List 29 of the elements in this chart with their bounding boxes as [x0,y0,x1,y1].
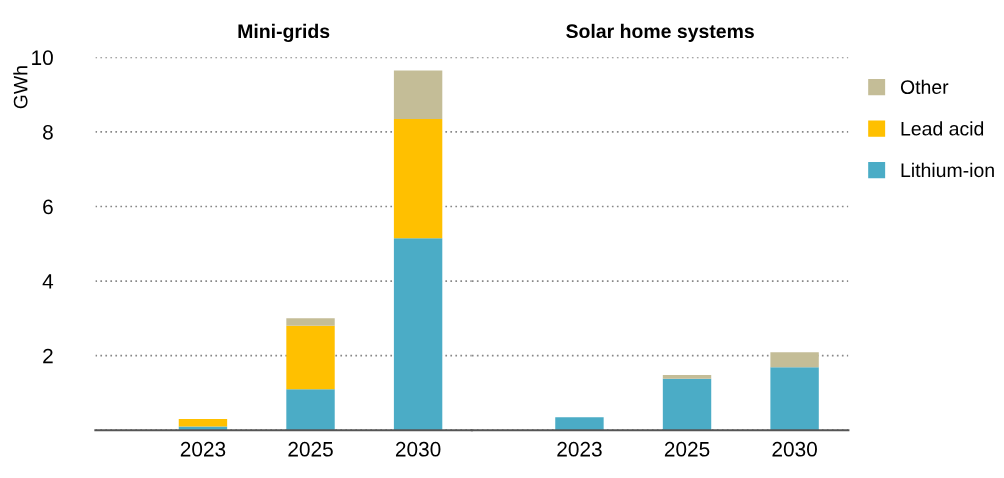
x-tick-label: 2030 [395,441,441,457]
bar [178,419,228,427]
y-tick-label: 10 [32,50,53,66]
bar [393,118,443,239]
bar [393,70,443,119]
bar [286,318,335,326]
y-tick-label: 6 [43,199,53,215]
bar [286,389,335,431]
bar [662,378,712,431]
legend-label: Other [900,79,949,95]
legend-label: Lead acid [901,121,984,136]
bar [555,417,604,431]
y-tick-label: 2 [43,348,53,364]
x-tick-label: 2023 [180,441,226,457]
chart-title: Mini-grids [238,23,330,43]
y-axis-title: GWh [13,66,28,109]
y-tick-label: 8 [43,124,53,140]
x-tick-label: 2030 [772,441,817,457]
bar [770,352,819,368]
bar [662,375,712,379]
legend-label: Lithium-ion [901,162,994,178]
bar [393,238,443,431]
x-tick-label: 2025 [664,441,710,457]
bar [770,367,819,431]
y-tick-label: 4 [42,274,54,289]
x-tick-label: 2023 [557,441,602,457]
bar [286,325,335,390]
chart-title: Solar home systems [566,23,754,42]
x-tick-label: 2025 [288,441,333,457]
